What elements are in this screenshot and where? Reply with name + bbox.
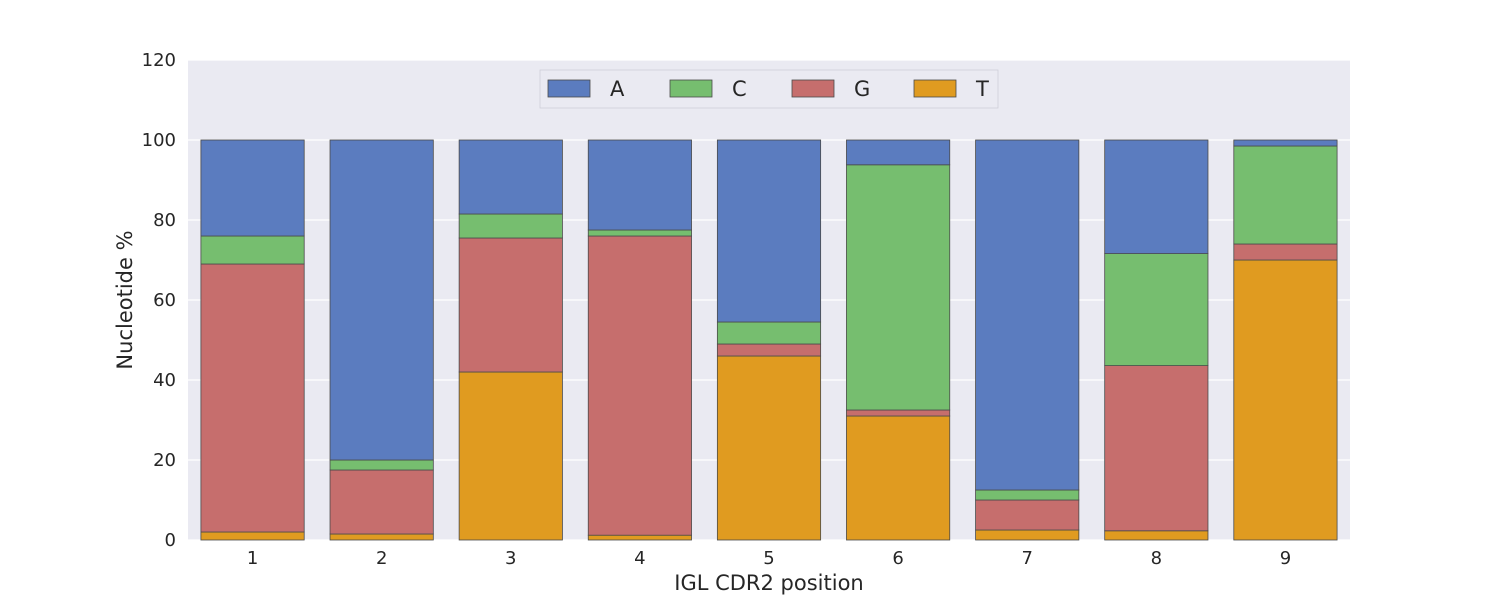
bar-segment-G-3 (458, 237, 563, 373)
legend-swatch-G (791, 79, 835, 98)
legend-label-A: A (610, 77, 625, 101)
bar-segment-G-9 (1233, 243, 1338, 261)
x-tick-label: 2 (376, 548, 387, 569)
bar-segment-C-7 (975, 489, 1080, 501)
bar-segment-T-7 (975, 529, 1080, 541)
x-tick-label: 5 (763, 548, 774, 569)
y-tick-label: 40 (153, 370, 176, 391)
legend-swatch-A (547, 79, 591, 98)
bar-segment-G-5 (716, 343, 822, 357)
bar-segment-G-1 (200, 263, 305, 533)
bar-segment-T-5 (716, 355, 822, 541)
bar-segment-T-1 (200, 531, 305, 541)
bars (200, 139, 1338, 541)
bar-segment-C-3 (458, 213, 563, 239)
bar-segment-T-3 (458, 371, 563, 541)
bar-segment-A-8 (1104, 139, 1209, 254)
legend-swatch-T (913, 79, 957, 98)
legend-swatch-C (669, 79, 713, 98)
bar-segment-A-1 (200, 139, 305, 237)
y-tick-label: 120 (142, 50, 176, 71)
bar-segment-A-5 (716, 139, 822, 323)
bar-segment-C-1 (200, 235, 305, 265)
legend-frame (539, 69, 999, 109)
x-tick-label: 1 (247, 548, 258, 569)
bar-segment-T-2 (329, 533, 434, 541)
bar-segment-T-8 (1104, 530, 1209, 541)
bar-segment-A-6 (846, 139, 951, 166)
bar-segment-A-9 (1233, 139, 1338, 147)
bar-segment-A-4 (587, 139, 692, 231)
bar-segment-G-7 (975, 499, 1080, 531)
x-tick-label: 4 (634, 548, 645, 569)
x-tick-label: 3 (505, 548, 516, 569)
y-tick-label: 60 (153, 290, 176, 311)
bar-segment-C-9 (1233, 145, 1338, 245)
bar-segment-C-6 (846, 164, 951, 411)
x-tick-label: 6 (892, 548, 903, 569)
y-tick-label: 100 (142, 130, 176, 151)
legend-label-T: T (975, 77, 989, 101)
y-tick-label: 20 (153, 450, 176, 471)
y-tick-label: 80 (153, 210, 176, 231)
x-axis-label: IGL CDR2 position (674, 571, 863, 595)
bar-segment-T-6 (846, 415, 951, 541)
bar-segment-T-9 (1233, 259, 1338, 541)
bar-segment-C-5 (716, 321, 822, 345)
bar-segment-G-8 (1104, 365, 1209, 532)
y-tick-label: 0 (165, 530, 176, 551)
legend-label-C: C (732, 77, 747, 101)
bar-segment-C-8 (1104, 253, 1209, 367)
x-tick-label: 9 (1280, 548, 1291, 569)
bar-segment-A-3 (458, 139, 563, 215)
y-axis-label: Nucleotide % (113, 230, 137, 369)
y-tick-labels: 0 20 40 60 80 100 120 (142, 50, 176, 551)
bar-segment-G-6 (846, 409, 951, 417)
bar-segment-T-4 (587, 534, 692, 541)
x-tick-label: 7 (1021, 548, 1032, 569)
x-tick-label: 8 (1151, 548, 1162, 569)
bar-segment-A-7 (975, 139, 1080, 491)
bar-segment-G-4 (587, 235, 692, 536)
bar-segment-C-4 (587, 229, 692, 237)
bar-segment-C-2 (329, 459, 434, 471)
legend-label-G: G (854, 77, 870, 101)
x-tick-labels: 1 2 3 4 5 6 7 8 9 (247, 548, 1291, 569)
bar-segment-G-2 (329, 469, 434, 535)
bar-segment-A-2 (329, 139, 434, 461)
